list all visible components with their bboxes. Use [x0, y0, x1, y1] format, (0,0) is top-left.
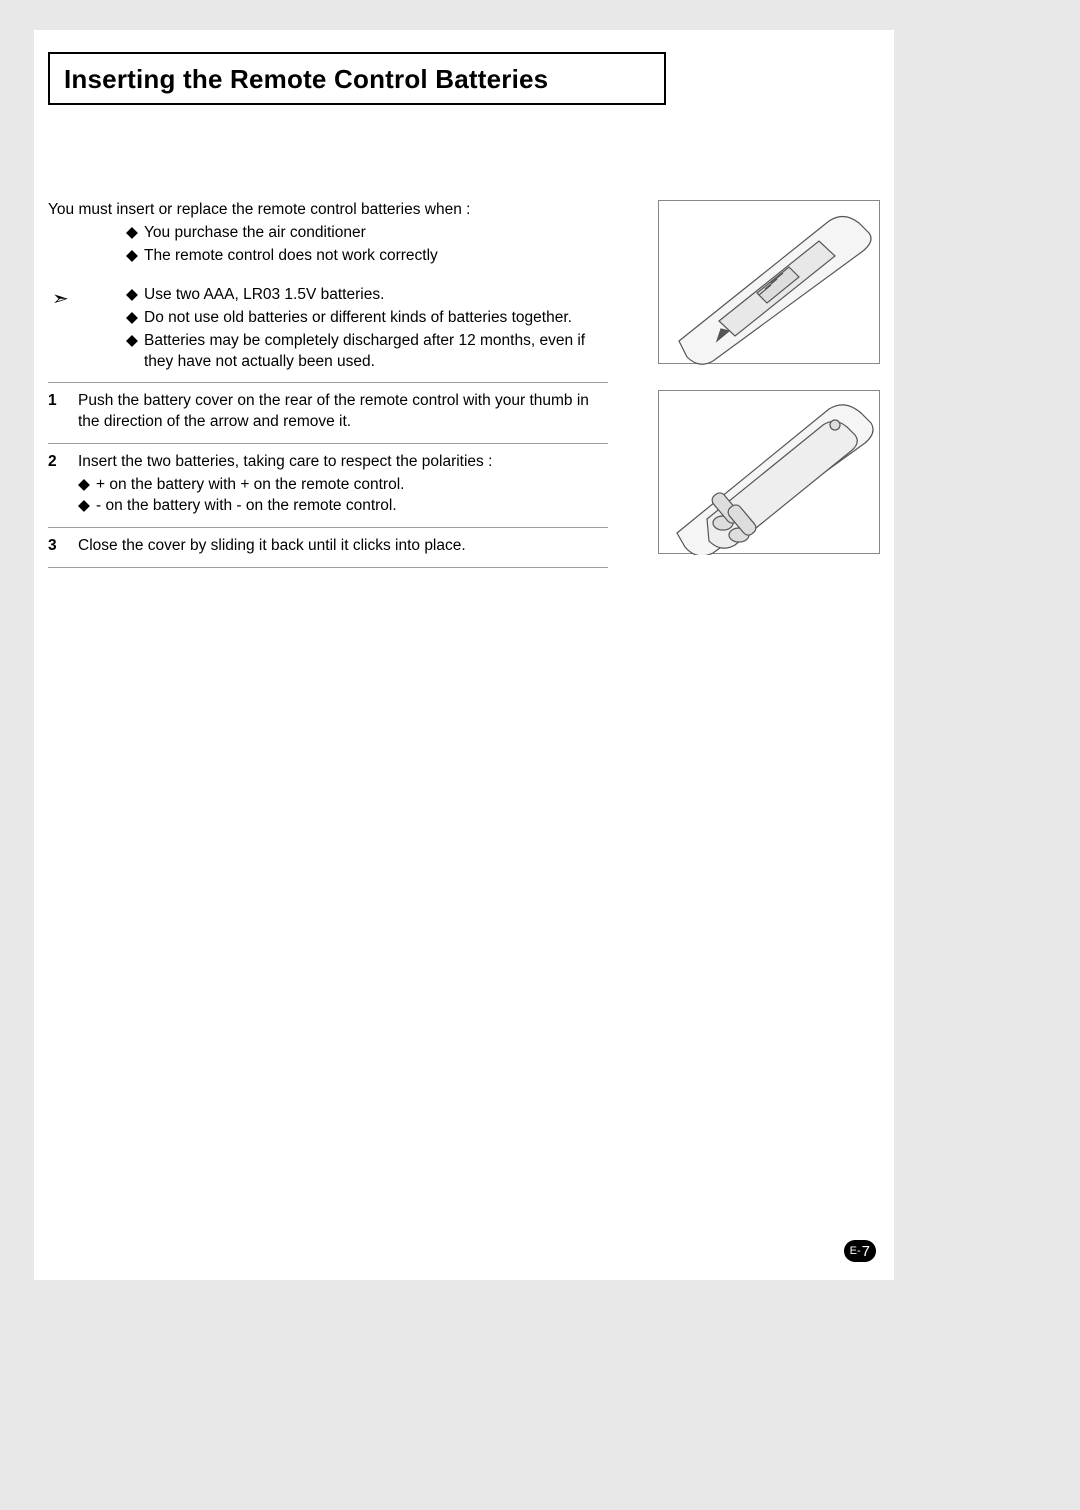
intro-bullet: ◆ You purchase the air conditioner — [126, 223, 608, 244]
diamond-icon: ◆ — [78, 496, 96, 517]
content-column: You must insert or replace the remote co… — [48, 200, 608, 576]
step-text: Push the battery cover on the rear of th… — [78, 392, 589, 430]
intro-bullet-text: You purchase the air conditioner — [144, 223, 366, 244]
page-number-badge: E-7 — [844, 1240, 876, 1262]
step-sub-text: + on the battery with + on the remote co… — [96, 475, 404, 496]
intro-bullet-text: The remote control does not work correct… — [144, 246, 438, 267]
step-text: Insert the two batteries, taking care to… — [78, 453, 492, 470]
step-sub-bullet: ◆ - on the battery with - on the remote … — [78, 496, 608, 517]
section-title: Inserting the Remote Control Batteries — [64, 64, 650, 95]
illustration-insert-batteries — [658, 390, 880, 554]
intro-bullet: ◆ The remote control does not work corre… — [126, 246, 608, 267]
step-sub-text: - on the battery with - on the remote co… — [96, 496, 397, 517]
step: 2 Insert the two batteries, taking care … — [48, 452, 608, 517]
step-sub-bullet: ◆ + on the battery with + on the remote … — [78, 475, 608, 496]
step-body: Push the battery cover on the rear of th… — [78, 391, 608, 433]
note-bullet: ◆ Batteries may be completely discharged… — [126, 331, 608, 373]
divider — [48, 567, 608, 568]
intro-text: You must insert or replace the remote co… — [48, 200, 608, 221]
step-sub-bullets: ◆ + on the battery with + on the remote … — [78, 475, 608, 517]
manual-page: Inserting the Remote Control Batteries Y… — [34, 30, 894, 1280]
section-title-box: Inserting the Remote Control Batteries — [48, 52, 666, 105]
intro-bullet-list: ◆ You purchase the air conditioner ◆ The… — [126, 223, 608, 267]
step-text: Close the cover by sliding it back until… — [78, 537, 466, 554]
note-bullet-text: Batteries may be completely discharged a… — [144, 331, 608, 373]
step-number: 1 — [48, 391, 78, 412]
note-bullet-text: Do not use old batteries or different ki… — [144, 308, 572, 329]
step-number: 2 — [48, 452, 78, 473]
step-number: 3 — [48, 536, 78, 557]
note-bullet-text: Use two AAA, LR03 1.5V batteries. — [144, 285, 384, 306]
divider — [48, 382, 608, 383]
divider — [48, 443, 608, 444]
page-prefix: E- — [850, 1245, 861, 1257]
note-block: ➣ ◆ Use two AAA, LR03 1.5V batteries. ◆ … — [48, 285, 608, 373]
step: 1 Push the battery cover on the rear of … — [48, 391, 608, 433]
diamond-icon: ◆ — [126, 223, 144, 244]
diamond-icon: ◆ — [126, 246, 144, 267]
note-arrow-icon: ➣ — [52, 286, 69, 313]
note-bullet: ◆ Do not use old batteries or different … — [126, 308, 608, 329]
remote-cover-svg — [659, 201, 881, 365]
note-bullet: ◆ Use two AAA, LR03 1.5V batteries. — [126, 285, 608, 306]
step: 3 Close the cover by sliding it back unt… — [48, 536, 608, 557]
note-bullet-list: ◆ Use two AAA, LR03 1.5V batteries. ◆ Do… — [126, 285, 608, 373]
diamond-icon: ◆ — [126, 331, 144, 352]
step-body: Close the cover by sliding it back until… — [78, 536, 608, 557]
page-number: 7 — [862, 1243, 870, 1260]
diamond-icon: ◆ — [78, 475, 96, 496]
divider — [48, 527, 608, 528]
illustration-remove-cover — [658, 200, 880, 364]
diamond-icon: ◆ — [126, 308, 144, 329]
remote-batteries-svg — [659, 391, 881, 555]
step-body: Insert the two batteries, taking care to… — [78, 452, 608, 517]
diamond-icon: ◆ — [126, 285, 144, 306]
